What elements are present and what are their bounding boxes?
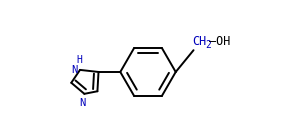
Text: CH: CH (192, 35, 207, 48)
Text: —OH: —OH (209, 35, 231, 48)
Text: N: N (71, 65, 77, 75)
Text: H: H (76, 55, 82, 65)
Text: N: N (79, 98, 86, 108)
Text: 2: 2 (205, 40, 211, 50)
